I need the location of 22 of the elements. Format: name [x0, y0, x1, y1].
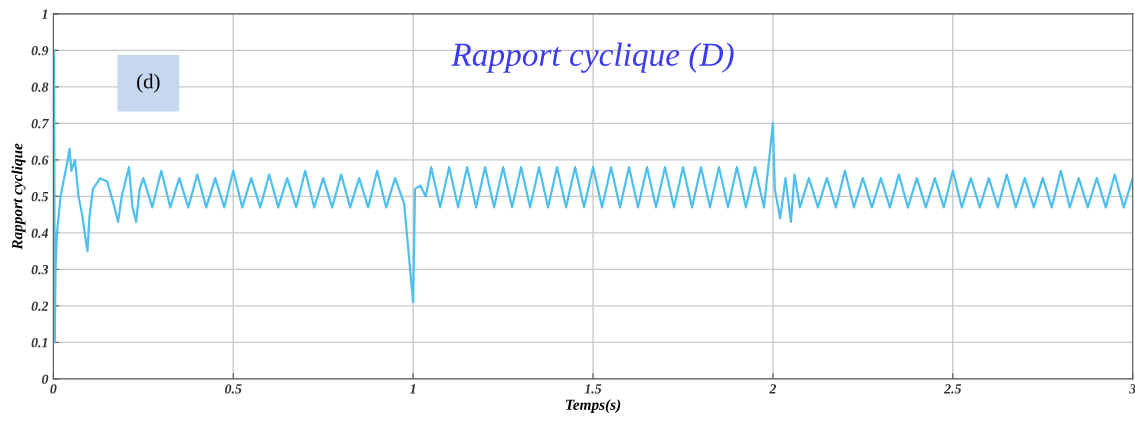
x-tick-label: 3 — [1129, 384, 1135, 394]
x-tick-label: 2 — [769, 384, 777, 394]
x-tick-label: 0.5 — [225, 384, 242, 394]
text: Rapport cyclique (D) — [451, 42, 734, 73]
y-tick-label: 0.4 — [31, 228, 49, 238]
x-tick-label: 0 — [50, 384, 57, 394]
y-tick-label: 0.2 — [31, 301, 49, 311]
y-tick-label: 0.9 — [31, 45, 49, 56]
y-axis-title: Rapport cyclique — [11, 143, 26, 250]
y-tick-label: 0.3 — [31, 264, 49, 275]
y-tick-label: 0.8 — [31, 82, 49, 92]
annotation: (d) — [137, 73, 160, 93]
y-tick-label: 0.6 — [31, 155, 49, 165]
y-tick-label: 0 — [42, 374, 49, 384]
y-tick-label: 1 — [41, 9, 48, 19]
x-tick-label: 2.5 — [943, 384, 962, 394]
x-tick-label: 1.5 — [584, 384, 602, 394]
y-tick-label: 0.1 — [31, 337, 48, 348]
y-tick-label: 0.5 — [31, 191, 49, 202]
x-tick-label: 1 — [409, 384, 416, 394]
x-axis-title: Temps(s) — [566, 399, 621, 413]
y-tick-label: 0.7 — [31, 118, 49, 129]
